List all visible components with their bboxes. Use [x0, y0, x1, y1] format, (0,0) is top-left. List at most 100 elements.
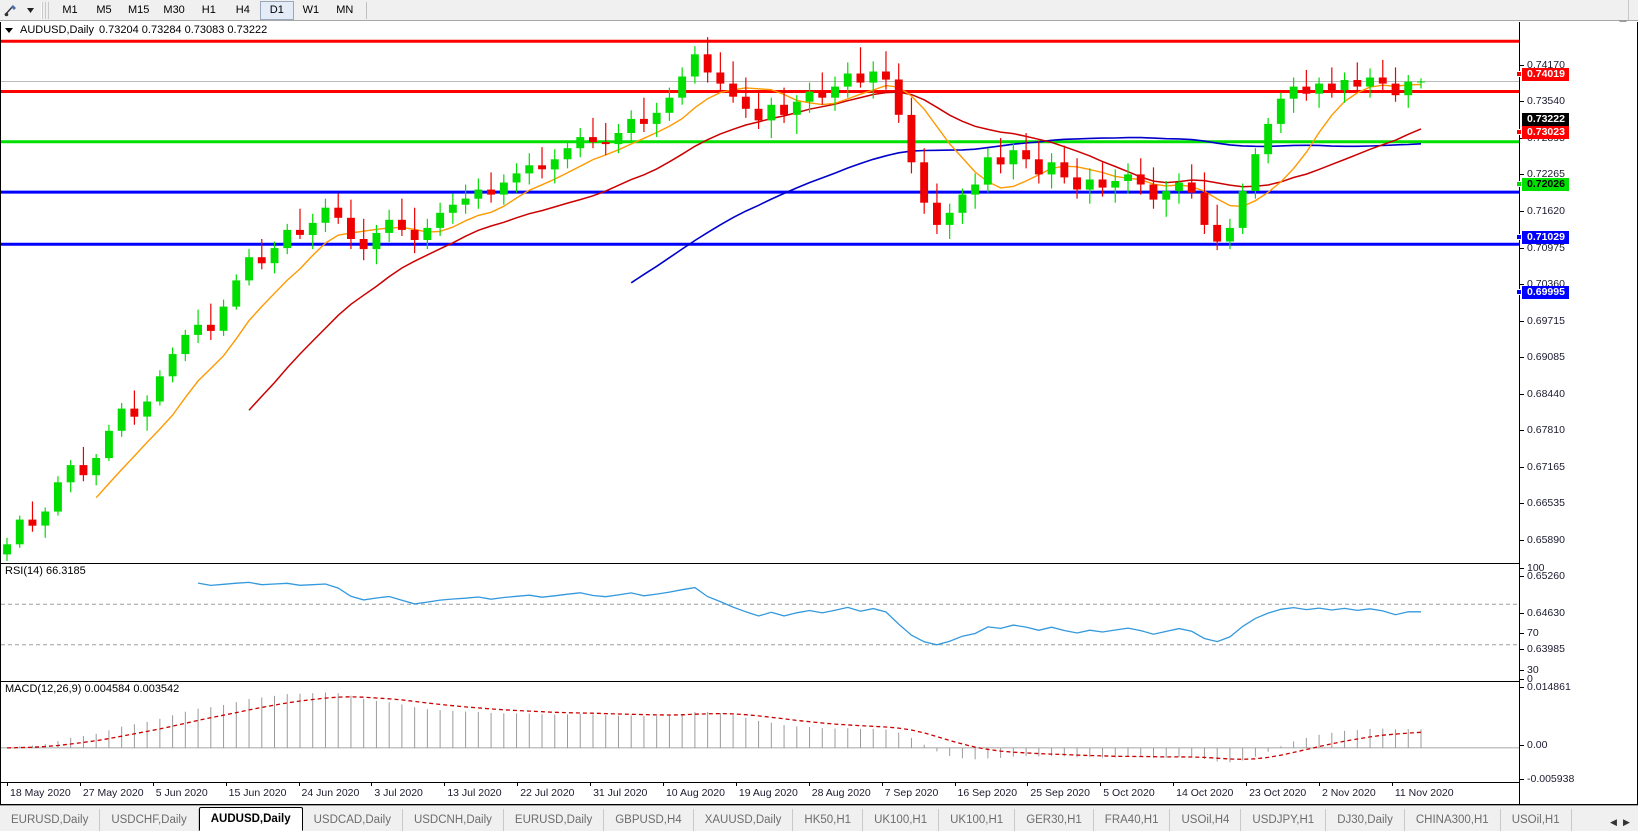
level-drag-handle[interactable]	[1516, 234, 1522, 240]
time-label-19: 11 Nov 2020	[1391, 782, 1454, 799]
timeframe-w1[interactable]: W1	[302, 4, 320, 16]
tab-scroll-left-icon[interactable]: ◀	[1610, 817, 1617, 827]
timeframe-d1[interactable]: D1	[259, 0, 294, 20]
time-label-7: 22 Jul 2020	[517, 782, 575, 799]
price-tick-14: 0.65260	[1520, 571, 1637, 582]
timeframe-m15[interactable]: M15	[128, 4, 150, 16]
time-label-10: 19 Aug 2020	[735, 782, 798, 799]
price-level-chip-0.73222[interactable]: 0.73222	[1522, 113, 1569, 126]
chart-symbol-label: AUDUSD,Daily	[20, 24, 94, 36]
time-label-2: 5 Jun 2020	[152, 782, 208, 799]
chart-menu-caret-icon[interactable]	[5, 27, 13, 33]
chart-tab-fra40-h1[interactable]: FRA40,H1	[1094, 809, 1171, 831]
price-tick-0: 0.74170	[1520, 60, 1637, 71]
time-label-1: 27 May 2020	[79, 782, 144, 799]
chart-tab-usoil-h4[interactable]: USOil,H4	[1170, 809, 1242, 831]
chart-tab-uk100-h1[interactable]: UK100,H1	[939, 809, 1016, 831]
macd-title: MACD(12,26,9) 0.004584 0.003542	[5, 683, 180, 695]
price-tick-15: 0.64630	[1520, 608, 1637, 619]
time-label-9: 10 Aug 2020	[662, 782, 725, 799]
toolbar-right-grip[interactable]	[1628, 0, 1638, 20]
price-axis[interactable]: 0.741700.735400.728950.722650.716200.709…	[1516, 22, 1637, 804]
chart-tab-hk50-h1[interactable]: HK50,H1	[793, 809, 864, 831]
chart-tab-uk100-h1[interactable]: UK100,H1	[863, 809, 940, 831]
price-tick-10: 0.67810	[1520, 425, 1637, 436]
level-drag-handle[interactable]	[1516, 289, 1522, 295]
chart-tab-dj30-daily[interactable]: DJ30,Daily	[1326, 809, 1405, 831]
time-label-8: 31 Jul 2020	[590, 782, 647, 799]
time-label-15: 5 Oct 2020	[1100, 782, 1155, 799]
price-pane[interactable]	[1, 22, 1519, 562]
level-drag-handle[interactable]	[1516, 129, 1522, 135]
chart-tab-china300-h1[interactable]: CHINA300,H1	[1405, 809, 1501, 831]
price-tick-4: 0.71620	[1520, 206, 1637, 217]
crosshair-draw-icon[interactable]	[0, 1, 22, 20]
price-level-chip-0.74019[interactable]: 0.74019	[1516, 68, 1569, 81]
chart-header: AUDUSD,Daily 0.73204 0.73284 0.73083 0.7…	[1, 22, 267, 38]
chart-tab-eurusd-daily[interactable]: EURUSD,Daily	[504, 809, 605, 831]
rsi-plot	[1, 581, 1519, 646]
timeframe-h4[interactable]: H4	[235, 4, 250, 16]
price-tick-13: 0.65890	[1520, 535, 1637, 546]
timeframe-mn[interactable]: MN	[336, 4, 354, 16]
time-label-3: 15 Jun 2020	[225, 782, 286, 799]
chart-tab-usoil-h1[interactable]: USOil,H1	[1501, 809, 1572, 831]
macd-tick-0: 0.014861	[1520, 682, 1637, 693]
price-level-chip-0.73023[interactable]: 0.73023	[1516, 126, 1569, 139]
price-level-chip-0.69995[interactable]: 0.69995	[1516, 286, 1569, 299]
time-label-17: 23 Oct 2020	[1246, 782, 1306, 799]
tab-scroll-right-icon[interactable]: ▶	[1623, 817, 1630, 827]
price-level-chip-0.71029[interactable]: 0.71029	[1516, 231, 1569, 244]
macd-tick-2: -0.005938	[1520, 774, 1637, 785]
chart-tab-bar: EURUSD,Daily USDCHF,Daily AUDUSD,Daily USDC…	[0, 805, 1638, 831]
rsi-tick-100: 100	[1520, 563, 1637, 574]
chart-tab-ger30-h1[interactable]: GER30,H1	[1015, 809, 1094, 831]
time-label-5: 3 Jul 2020	[371, 782, 423, 799]
toolbar-divider	[365, 1, 367, 19]
timeframe-m30[interactable]: M30	[163, 4, 185, 16]
price-tick-16: 0.63985	[1520, 644, 1637, 655]
tab-scroll-controls: ◀ ▶	[1604, 817, 1638, 831]
price-tick-11: 0.67165	[1520, 462, 1637, 473]
timeframe-h1[interactable]: H1	[201, 4, 216, 16]
chart-tab-xauusd-daily[interactable]: XAUUSD,Daily	[694, 809, 794, 831]
time-label-16: 14 Oct 2020	[1173, 782, 1233, 799]
time-axis[interactable]: 18 May 2020 27 May 2020 5 Jun 2020 15 Jun 2…	[1, 782, 1519, 804]
timeframe-m1[interactable]: M1	[62, 4, 78, 16]
price-tick-6: 0.70360	[1520, 279, 1637, 290]
level-drag-handle[interactable]	[1516, 181, 1522, 187]
time-label-13: 16 Sep 2020	[954, 782, 1017, 799]
macd-plot	[1, 692, 1519, 763]
chart-tab-usdchf-daily[interactable]: USDCHF,Daily	[100, 809, 199, 831]
macd-tick-1: 0.00	[1520, 740, 1637, 751]
chart-tab-usdjpy-h1[interactable]: USDJPY,H1	[1241, 809, 1327, 831]
rsi-tick-30: 30	[1520, 665, 1637, 676]
chart-tab-audusd-daily[interactable]: AUDUSD,Daily	[198, 807, 303, 831]
rsi-pane[interactable]: RSI(14) 66.3185	[1, 563, 1519, 680]
timeframe-m5[interactable]: M5	[96, 4, 112, 16]
price-tick-3: 0.72265	[1520, 169, 1637, 180]
chevron-down-icon[interactable]	[22, 1, 38, 20]
time-label-0: 18 May 2020	[7, 782, 71, 799]
price-tick-7: 0.69715	[1520, 316, 1637, 327]
timeframe-group: M1 M5 M15 M30 H1 H4 D1 W1 MN	[53, 0, 362, 20]
level-drag-handle[interactable]	[1516, 71, 1522, 77]
rsi-tick-0: 0	[1520, 674, 1637, 685]
chart-tab-usdcnh-daily[interactable]: USDCNH,Daily	[403, 809, 504, 831]
time-label-12: 7 Sep 2020	[881, 782, 938, 799]
price-level-chip-0.72026[interactable]: 0.72026	[1516, 178, 1569, 191]
toolbar-grip[interactable]	[41, 1, 50, 19]
chart-tab-gbpusd-h4[interactable]: GBPUSD,H4	[604, 809, 694, 831]
time-label-18: 2 Nov 2020	[1318, 782, 1376, 799]
chart-ohlc-values: 0.73204 0.73284 0.73083 0.73222	[98, 24, 268, 36]
price-tick-1: 0.73540	[1520, 96, 1637, 107]
price-tick-8: 0.69085	[1520, 352, 1637, 363]
chart-window: AUDUSD,Daily 0.73204 0.73284 0.73083 0.7…	[0, 22, 1638, 805]
price-tick-5: 0.70975	[1520, 243, 1637, 254]
time-label-14: 25 Sep 2020	[1027, 782, 1090, 799]
candlestick-plot	[1, 37, 1519, 561]
macd-pane[interactable]: MACD(12,26,9) 0.004584 0.003542	[1, 681, 1519, 780]
rsi-tick-70: 70	[1520, 628, 1637, 639]
chart-tab-eurusd-daily[interactable]: EURUSD,Daily	[0, 809, 101, 831]
chart-tab-usdcad-daily[interactable]: USDCAD,Daily	[303, 809, 403, 831]
